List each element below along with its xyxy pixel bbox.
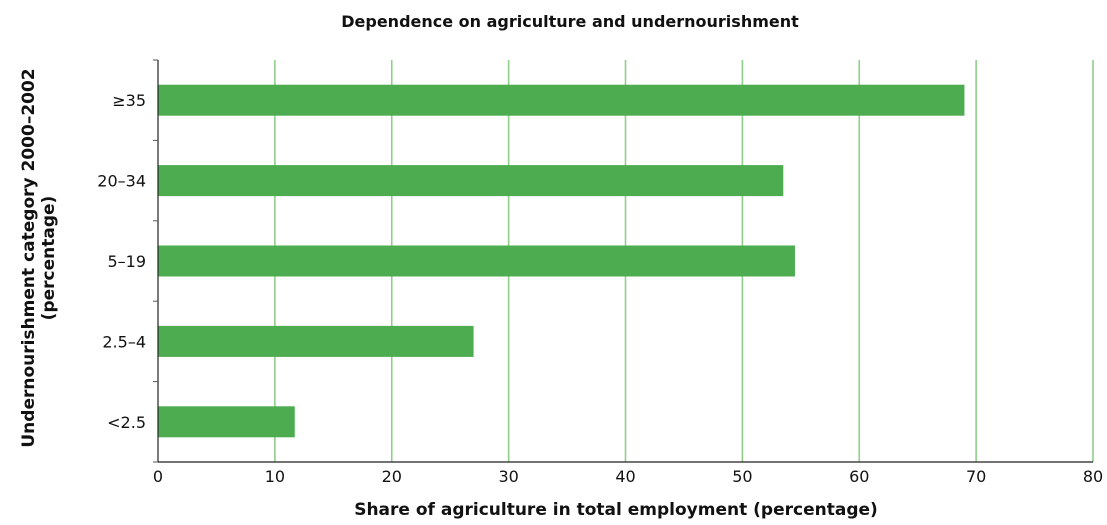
x-tick-label-1: 10 — [265, 467, 285, 486]
y-tick-label-4: <2.5 — [107, 413, 146, 432]
bar-4 — [158, 406, 295, 438]
x-tick-label-7: 70 — [966, 467, 986, 486]
x-tick-label-8: 80 — [1083, 467, 1103, 486]
x-tick-label-5: 50 — [732, 467, 752, 486]
y-tick-label-2: 5–19 — [107, 252, 146, 271]
bar-2 — [158, 245, 795, 277]
y-tick-label-3: 2.5–4 — [102, 332, 146, 351]
y-tick-label-1: 20–34 — [97, 172, 146, 191]
bar-1 — [158, 165, 784, 197]
x-tick-label-4: 40 — [615, 467, 635, 486]
y-axis-label: Undernourishment category 2000–2002 (per… — [19, 68, 59, 447]
x-tick-labels: 0 10 20 30 40 50 60 70 80 — [153, 467, 1103, 486]
bar-3 — [158, 325, 474, 357]
y-axis-label-line-1: Undernourishment category 2000–2002 — [19, 68, 39, 447]
y-tick-label-0: ≥35 — [112, 91, 146, 110]
bars — [158, 84, 965, 438]
x-tick-label-0: 0 — [153, 467, 163, 486]
bar-0 — [158, 84, 965, 116]
chart-title: Dependence on agriculture and undernouri… — [341, 12, 799, 31]
y-axis-ticks — [153, 59, 158, 463]
x-tick-label-6: 60 — [849, 467, 869, 486]
x-tick-label-3: 30 — [498, 467, 518, 486]
y-tick-labels: ≥35 20–34 5–19 2.5–4 <2.5 — [97, 91, 146, 432]
x-tick-label-2: 20 — [382, 467, 402, 486]
x-axis-label: Share of agriculture in total employment… — [354, 500, 878, 520]
y-axis-label-line-2: (percentage) — [39, 196, 59, 321]
